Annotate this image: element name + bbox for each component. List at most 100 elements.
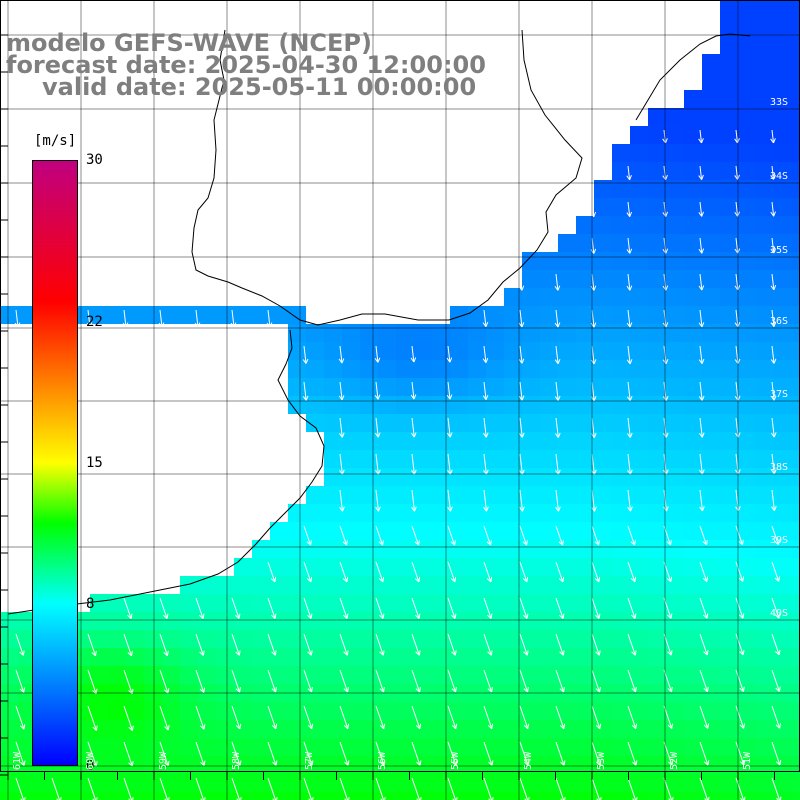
wind-speed-cell xyxy=(738,126,756,144)
wind-speed-cell xyxy=(90,774,108,792)
wind-speed-cell xyxy=(540,432,558,450)
wind-speed-cell xyxy=(252,684,270,702)
wind-speed-cell xyxy=(360,612,378,630)
wind-speed-cell xyxy=(738,720,756,738)
wind-speed-cell xyxy=(90,648,108,666)
wind-speed-cell xyxy=(630,306,648,324)
wind-arrow xyxy=(159,669,170,694)
wind-speed-cell xyxy=(450,612,468,630)
wind-arrow xyxy=(411,525,420,546)
wind-speed-cell xyxy=(774,504,792,522)
wind-arrow xyxy=(770,237,777,254)
wind-arrow xyxy=(483,741,494,766)
wind-speed-cell xyxy=(324,684,342,702)
wind-speed-cell xyxy=(630,666,648,684)
wind-arrow xyxy=(267,561,277,583)
longitude-label: 59W xyxy=(158,751,169,770)
wind-speed-cell xyxy=(792,72,800,90)
wind-speed-cell xyxy=(126,738,144,756)
wind-arrow xyxy=(195,705,206,730)
wind-speed-cell xyxy=(360,324,378,342)
wind-speed-cell xyxy=(198,666,216,684)
wind-speed-cell xyxy=(612,774,630,792)
wind-speed-cell xyxy=(378,576,396,594)
wind-speed-cell xyxy=(216,684,234,702)
wind-speed-cell xyxy=(594,594,612,612)
wind-speed-cell xyxy=(702,54,720,72)
wind-arrow xyxy=(339,669,349,693)
wind-speed-cell xyxy=(756,108,774,126)
wind-speed-cell xyxy=(684,288,702,306)
wind-speed-cell xyxy=(450,702,468,720)
wind-speed-cell xyxy=(126,594,144,612)
wind-speed-cell xyxy=(630,576,648,594)
wind-speed-cell xyxy=(630,378,648,396)
wind-speed-cell xyxy=(324,666,342,684)
wind-speed-cell xyxy=(234,774,252,792)
wind-speed-cell xyxy=(216,594,234,612)
wind-speed-cell xyxy=(756,594,774,612)
wind-speed-cell xyxy=(720,252,738,270)
longitude-label: 53W xyxy=(596,751,607,770)
wind-speed-cell xyxy=(792,216,800,234)
wind-speed-cell xyxy=(396,342,414,360)
wind-speed-cell xyxy=(504,432,522,450)
wind-speed-cell xyxy=(594,504,612,522)
wind-arrow xyxy=(699,633,709,656)
wind-speed-cell xyxy=(594,432,612,450)
wind-speed-cell xyxy=(612,576,630,594)
wind-speed-cell xyxy=(792,288,800,306)
wind-speed-cell xyxy=(738,216,756,234)
wind-speed-cell xyxy=(540,684,558,702)
wind-speed-cell xyxy=(522,612,540,630)
wind-speed-cell xyxy=(576,450,594,468)
wind-speed-cell xyxy=(144,720,162,738)
wind-speed-cell xyxy=(666,288,684,306)
wind-speed-cell xyxy=(792,738,800,756)
wind-speed-cell xyxy=(540,612,558,630)
wind-speed-cell xyxy=(216,756,234,774)
wind-speed-cell xyxy=(126,306,144,324)
wind-speed-cell xyxy=(558,324,576,342)
wind-speed-cell xyxy=(720,702,738,720)
wind-speed-cell xyxy=(738,432,756,450)
wind-arrow xyxy=(554,417,561,438)
wind-speed-cell xyxy=(612,630,630,648)
wind-arrow xyxy=(87,633,97,657)
wind-speed-cell xyxy=(414,648,432,666)
wind-speed-cell xyxy=(666,234,684,252)
wind-speed-cell xyxy=(612,612,630,630)
wind-speed-cell xyxy=(738,144,756,162)
wind-speed-cell xyxy=(360,414,378,432)
wind-arrow xyxy=(698,237,705,254)
wind-arrow xyxy=(339,453,345,475)
wind-speed-cell xyxy=(576,270,594,288)
wind-speed-cell xyxy=(756,576,774,594)
wind-speed-cell xyxy=(450,378,468,396)
wind-speed-cell xyxy=(54,774,72,792)
wind-speed-cell xyxy=(180,648,198,666)
wind-arrow xyxy=(626,237,633,254)
wind-speed-cell xyxy=(756,162,774,180)
wind-speed-cell xyxy=(666,306,684,324)
wind-speed-cell xyxy=(180,594,198,612)
wind-speed-cell xyxy=(288,378,306,396)
wind-speed-cell xyxy=(774,360,792,378)
wind-speed-cell xyxy=(666,126,684,144)
wind-speed-cell xyxy=(648,108,666,126)
wind-speed-cell xyxy=(522,504,540,522)
wind-speed-cell xyxy=(414,468,432,486)
wind-speed-cell xyxy=(612,486,630,504)
wind-arrow xyxy=(339,561,349,583)
wind-speed-cell xyxy=(342,504,360,522)
wind-speed-cell xyxy=(612,756,630,774)
wind-arrow xyxy=(519,741,530,766)
wind-speed-cell xyxy=(126,792,144,800)
wind-speed-cell xyxy=(378,702,396,720)
wind-arrow xyxy=(627,489,633,512)
wind-arrow xyxy=(303,669,313,693)
wind-speed-cell xyxy=(576,684,594,702)
wind-speed-cell xyxy=(306,414,324,432)
wind-speed-cell xyxy=(522,468,540,486)
wind-arrow xyxy=(483,525,492,546)
